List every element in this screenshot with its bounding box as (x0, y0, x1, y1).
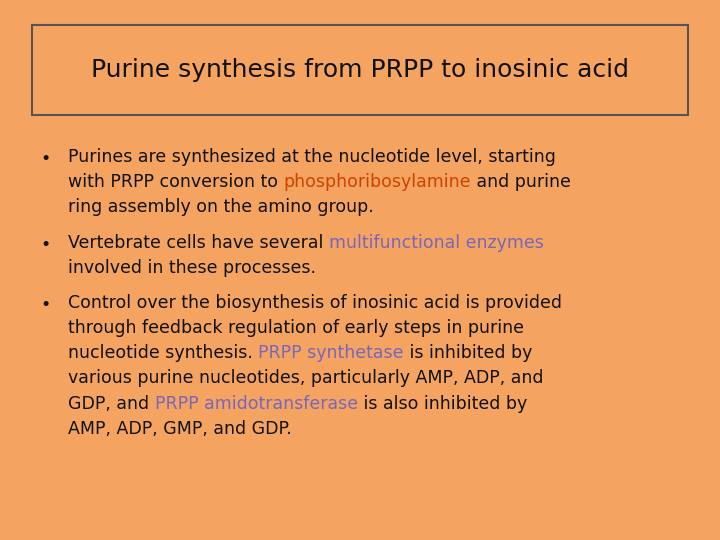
Text: phosphoribosylamine: phosphoribosylamine (284, 173, 471, 191)
Text: is also inhibited by: is also inhibited by (358, 395, 527, 413)
Text: Purine synthesis from PRPP to inosinic acid: Purine synthesis from PRPP to inosinic a… (91, 58, 629, 82)
Text: GDP, and: GDP, and (68, 395, 155, 413)
Text: Vertebrate cells have several: Vertebrate cells have several (68, 233, 329, 252)
Text: and purine: and purine (471, 173, 571, 191)
Text: multifunctional enzymes: multifunctional enzymes (329, 233, 544, 252)
Text: PRPP synthetase: PRPP synthetase (258, 344, 404, 362)
Text: •: • (40, 296, 50, 314)
Bar (32, 25, 688, 115)
Text: with PRPP conversion to: with PRPP conversion to (68, 173, 284, 191)
Text: through feedback regulation of early steps in purine: through feedback regulation of early ste… (68, 319, 524, 337)
Text: Control over the biosynthesis of inosinic acid is provided: Control over the biosynthesis of inosini… (68, 294, 562, 312)
Text: Purines are synthesized at the nucleotide level, starting: Purines are synthesized at the nucleotid… (68, 148, 556, 166)
Text: •: • (40, 150, 50, 168)
Text: AMP, ADP, GMP, and GDP.: AMP, ADP, GMP, and GDP. (68, 420, 292, 438)
Text: is inhibited by: is inhibited by (404, 344, 532, 362)
Text: nucleotide synthesis.: nucleotide synthesis. (68, 344, 258, 362)
Text: PRPP amidotransferase: PRPP amidotransferase (155, 395, 358, 413)
Text: involved in these processes.: involved in these processes. (68, 259, 316, 276)
Text: various purine nucleotides, particularly AMP, ADP, and: various purine nucleotides, particularly… (68, 369, 544, 387)
Text: ring assembly on the amino group.: ring assembly on the amino group. (68, 198, 374, 217)
Text: •: • (40, 235, 50, 253)
